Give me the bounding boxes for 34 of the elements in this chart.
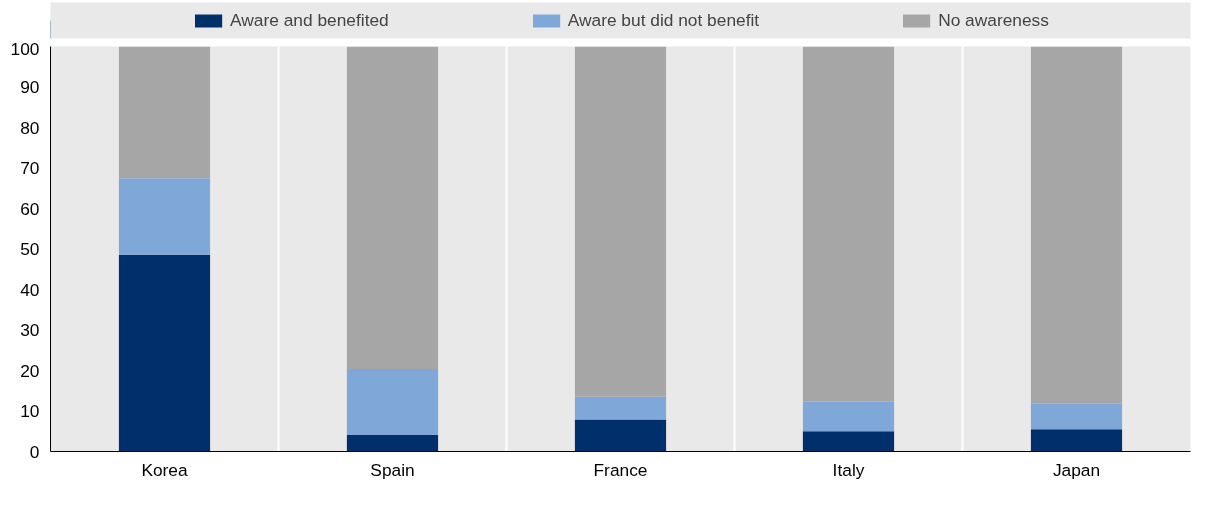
bar xyxy=(574,419,667,452)
bar xyxy=(1030,403,1123,430)
legend-label: Aware but did not benefit xyxy=(567,9,760,31)
bar xyxy=(1030,429,1123,452)
y-tick-label: 90 xyxy=(20,77,40,97)
bar xyxy=(118,178,211,255)
bar xyxy=(574,396,667,420)
y-tick-label: 100 xyxy=(10,38,40,59)
y-tick-label: 80 xyxy=(20,117,40,138)
bar xyxy=(118,46,211,179)
bar xyxy=(118,254,211,452)
bar xyxy=(1030,46,1123,404)
bar xyxy=(574,46,667,397)
x-tick-label: Japan xyxy=(1052,459,1101,480)
y-tick-label: 60 xyxy=(20,198,40,219)
x-tick-label: Korea xyxy=(141,459,188,480)
legend-label: No awareness xyxy=(938,9,1049,31)
y-tick-label: 50 xyxy=(20,239,40,259)
bar xyxy=(346,368,439,435)
x-tick-label: France xyxy=(593,459,648,480)
bar xyxy=(346,434,439,452)
y-tick-label: 20 xyxy=(20,360,40,381)
bar xyxy=(802,431,895,452)
bar xyxy=(346,46,439,369)
y-tick-label: 70 xyxy=(20,158,40,178)
x-tick-label: Italy xyxy=(832,459,865,480)
bar xyxy=(802,46,895,402)
y-tick-label: 10 xyxy=(20,401,40,421)
x-tick-label: Spain xyxy=(370,459,415,480)
bar xyxy=(802,401,895,432)
legend-label: Aware and benefited xyxy=(230,9,389,31)
y-tick-label: 30 xyxy=(20,320,40,340)
y-tick-label: 0 xyxy=(29,441,40,462)
y-tick-label: 40 xyxy=(20,279,40,300)
